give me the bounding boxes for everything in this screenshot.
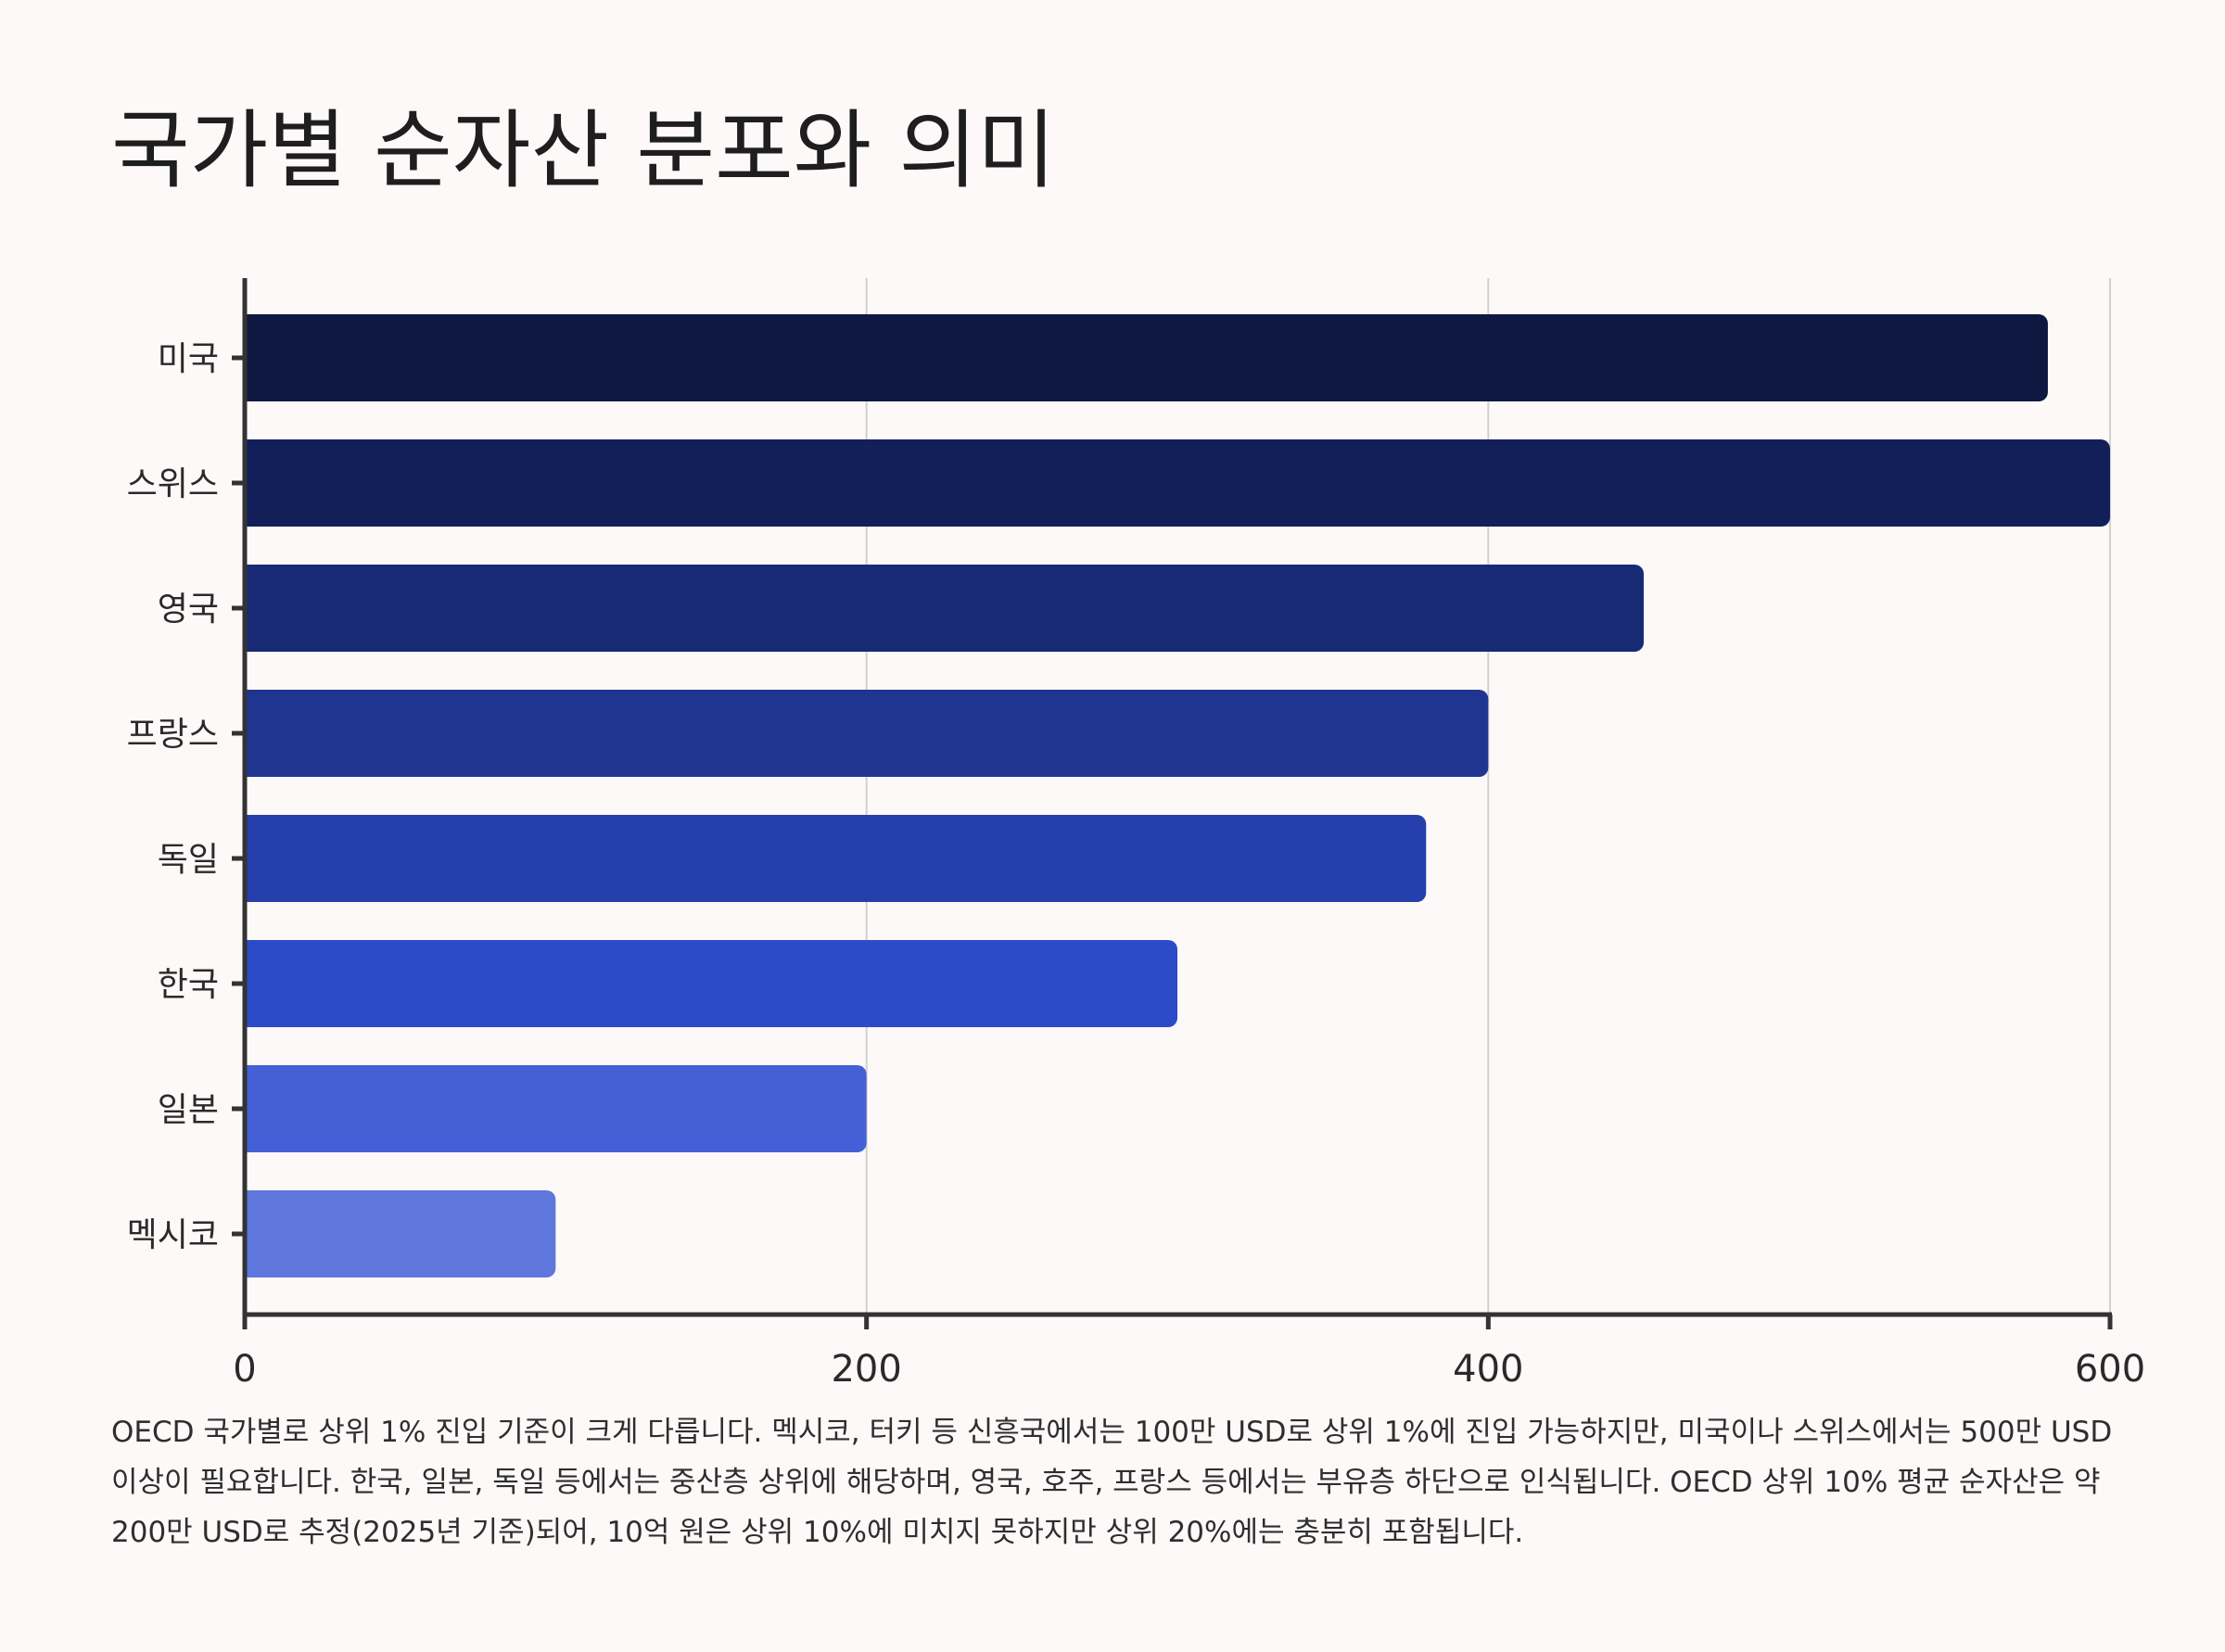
bar-3 [245, 565, 1644, 652]
category-label-4: 프랑스 [127, 716, 219, 754]
x-tick-label-200: 200 [831, 1348, 901, 1391]
bar-5-base [245, 815, 263, 902]
bar-5 [245, 815, 1427, 902]
bar-2-base [245, 439, 263, 527]
x-tick-label-600: 600 [2075, 1348, 2145, 1391]
bar-8-base [245, 1190, 263, 1277]
category-label-5: 독일 [158, 841, 219, 879]
bar-1-base [245, 314, 263, 401]
category-label-8: 멕시코 [127, 1216, 219, 1254]
bar-7 [245, 1065, 867, 1152]
axes [232, 278, 2113, 1329]
category-label-7: 일본 [158, 1091, 219, 1129]
bar-4-base [245, 690, 263, 777]
bar-3-base [245, 565, 263, 652]
bar-2 [245, 439, 2110, 527]
bar-6 [245, 940, 1177, 1027]
x-tick-label-400: 400 [1453, 1348, 1523, 1391]
bar-6-base [245, 940, 263, 1027]
bar-4 [245, 690, 1489, 777]
category-label-1: 미국 [158, 340, 219, 378]
category-label-6: 한국 [158, 966, 219, 1004]
bars [245, 314, 2110, 1277]
chart-caption: OECD 국가별로 상위 1% 진입 기준이 크게 다릅니다. 멕시코, 터키 … [111, 1416, 2113, 1549]
x-tick-label-0: 0 [233, 1348, 256, 1391]
bar-8 [245, 1190, 556, 1277]
chart-title: 국가별 순자산 분포와 의미 [111, 101, 1056, 200]
category-label-2: 스위스 [127, 465, 219, 503]
category-label-3: 영국 [158, 591, 219, 629]
bar-7-base [245, 1065, 263, 1152]
gridlines [865, 278, 2111, 1313]
bar-1 [245, 314, 2048, 401]
